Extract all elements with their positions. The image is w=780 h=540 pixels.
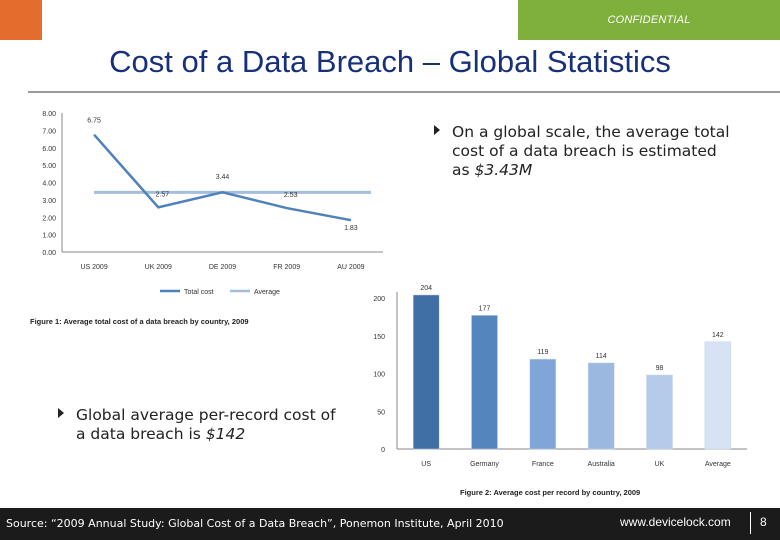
bar-data-label: 177 — [479, 305, 491, 312]
title-divider — [28, 91, 780, 93]
bar-germany — [471, 315, 498, 450]
line-chart-y-tick-label: 6.00 — [42, 146, 56, 153]
legend-label-total-cost: Total cost — [184, 289, 214, 296]
bar-chart-x-tick-label: US — [421, 461, 431, 468]
bullet-highlight: $3.43M — [474, 161, 533, 179]
line-series-total-cost — [93, 133, 352, 222]
bar-chart-y-tick-label: 150 — [373, 334, 385, 341]
bullet-per-record: Global average per-record cost of a data… — [58, 406, 348, 444]
line-chart-data-label: 1.83 — [344, 225, 358, 232]
line-chart-data-label: 2.53 — [284, 192, 298, 199]
bar-chart-background — [364, 275, 755, 501]
bar-chart-y-tick-label: 50 — [377, 409, 385, 416]
bar-chart-x-tick-label: France — [532, 461, 554, 468]
line-chart-y-tick-label: 3.00 — [42, 198, 56, 205]
bar-chart-x-tick-label: Average — [705, 461, 731, 468]
bar-uk — [646, 374, 673, 450]
line-chart-y-tick-label: 7.00 — [42, 128, 56, 135]
footer-divider — [750, 512, 751, 534]
confidential-label: CONFIDENTIAL — [607, 14, 691, 26]
page-number: 8 — [760, 515, 767, 529]
bullet-text: On a global scale, the average total cos… — [452, 123, 730, 179]
bar-us — [412, 294, 440, 450]
bar-data-label: 142 — [712, 332, 724, 339]
bullet-arrow-icon — [58, 408, 64, 418]
line-chart-data-label: 6.75 — [87, 118, 101, 125]
bar-chart-y-tick-label: 0 — [381, 447, 385, 454]
line-chart-x-tick-label: UK 2009 — [145, 264, 172, 271]
page-title: Cost of a Data Breach – Global Statistic… — [109, 44, 671, 79]
bullet-highlight: $142 — [205, 425, 246, 443]
confidential-banner: CONFIDENTIAL — [518, 0, 780, 40]
website-link[interactable]: www.devicelock.com — [620, 515, 731, 529]
line-chart-x-tick-label: FR 2009 — [273, 264, 300, 271]
bullet-text: Global average per-record cost of a data… — [76, 406, 336, 443]
line-chart-x-tick-label: AU 2009 — [337, 264, 364, 271]
bar-chart-x-tick-label: Australia — [588, 461, 615, 468]
bar-chart-caption: Figure 2: Average cost per record by cou… — [460, 488, 640, 497]
line-chart-y-tick-label: 0.00 — [42, 250, 56, 257]
source-citation: Source: “2009 Annual Study: Global Cost … — [6, 517, 504, 530]
line-chart-x-tick-label: US 2009 — [80, 264, 107, 271]
bar-data-label: 119 — [537, 349, 548, 356]
line-chart-data-label: 2.57 — [155, 191, 169, 198]
bullet-global-total: On a global scale, the average total cos… — [434, 123, 734, 180]
line-chart-y-tick-label: 5.00 — [42, 163, 56, 170]
bar-chart-x-tick-label: UK — [655, 461, 665, 468]
bar-australia — [587, 362, 615, 450]
legend-label-average: Average — [254, 289, 280, 296]
bar-chart-y-tick-label: 100 — [373, 372, 385, 379]
line-chart-y-tick-label: 4.00 — [42, 181, 56, 188]
bar-data-label: 114 — [596, 353, 607, 360]
line-chart-data-label: 3.44 — [216, 174, 230, 181]
line-chart-caption: Figure 1: Average total cost of a data b… — [30, 317, 249, 326]
line-chart-y-tick-label: 8.00 — [42, 111, 56, 118]
header-orange-block — [0, 0, 42, 40]
bar-data-label: 204 — [420, 285, 432, 292]
line-chart-x-tick-label: DE 2009 — [209, 264, 236, 271]
bar-average — [704, 341, 732, 450]
bar-data-label: 98 — [656, 365, 664, 372]
line-chart-y-tick-label: 1.00 — [42, 233, 56, 240]
bullet-arrow-icon — [434, 125, 440, 135]
line-chart-y-tick-label: 2.00 — [42, 215, 56, 222]
footer-bar: Source: “2009 Annual Study: Global Cost … — [0, 508, 780, 540]
bar-chart-y-tick-label: 200 — [373, 296, 385, 303]
bar-france — [529, 358, 557, 450]
bar-chart-x-tick-label: Germany — [470, 461, 499, 468]
